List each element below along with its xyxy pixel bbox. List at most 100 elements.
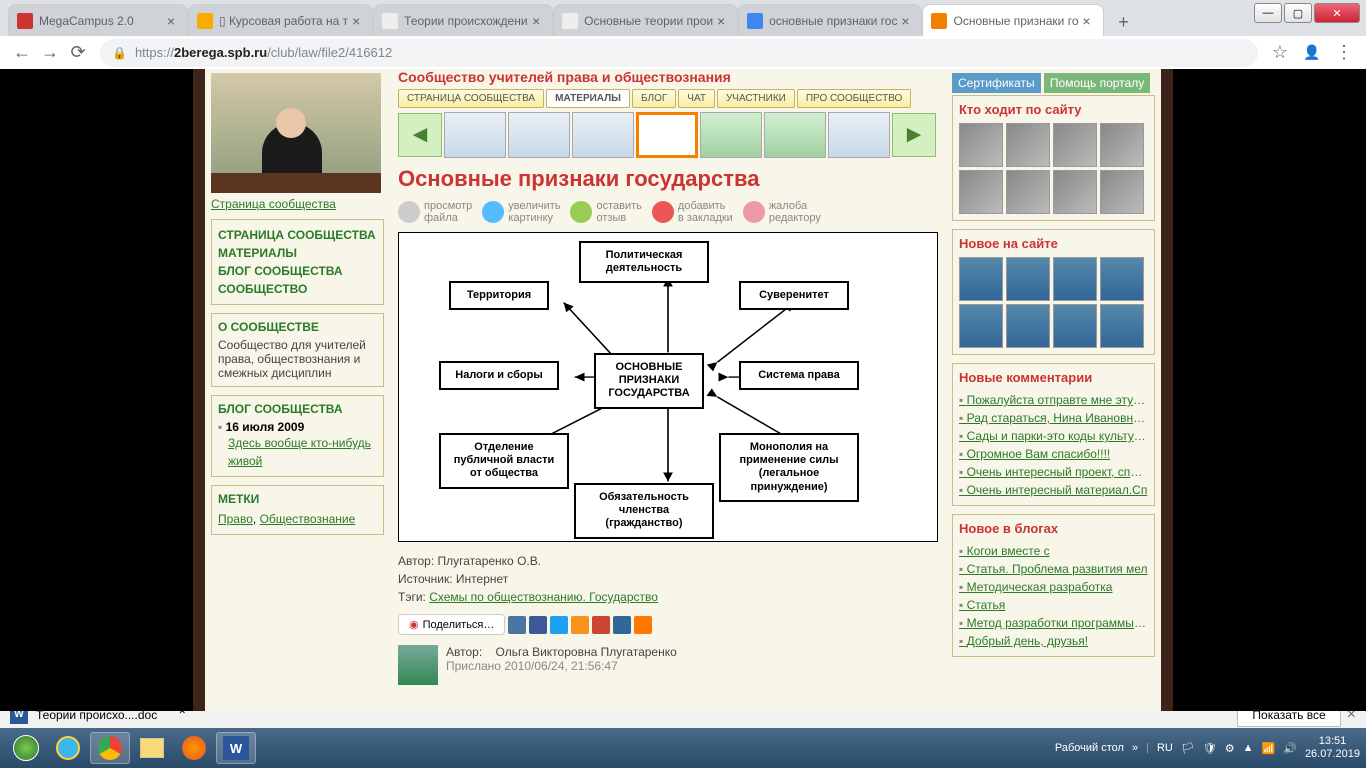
- browser-tab[interactable]: Основные теории прои×: [553, 4, 738, 36]
- file-action[interactable]: оставитьотзыв: [570, 200, 641, 224]
- visitor-avatar[interactable]: [1100, 123, 1144, 167]
- visitor-avatar[interactable]: [1006, 170, 1050, 214]
- new-item-thumb[interactable]: [1100, 304, 1144, 348]
- comment-link[interactable]: Рад стараться, Нина Ивановна! З: [959, 409, 1148, 427]
- volume-icon[interactable]: 🔊: [1283, 742, 1297, 755]
- browser-tab[interactable]: основные признаки гос×: [738, 4, 922, 36]
- certificates-button[interactable]: Сертификаты: [952, 73, 1041, 93]
- carousel-thumb[interactable]: [828, 112, 890, 158]
- reload-button[interactable]: ⟳: [64, 39, 92, 67]
- language-indicator[interactable]: RU: [1157, 742, 1173, 754]
- sidebar-nav-link[interactable]: БЛОГ СООБЩЕСТВА: [218, 262, 377, 280]
- browser-tab[interactable]: Основные признаки го×: [922, 4, 1103, 36]
- blog-link[interactable]: Метод разработки программы ра: [959, 614, 1148, 632]
- carousel-thumb-selected[interactable]: [636, 112, 698, 158]
- social-icon[interactable]: [571, 616, 589, 634]
- new-item-thumb[interactable]: [1006, 304, 1050, 348]
- new-item-thumb[interactable]: [1053, 257, 1097, 301]
- browser-tab[interactable]: ▯ Курсовая работа на т×: [188, 4, 373, 36]
- blog-link[interactable]: Статья. Проблема развития мел: [959, 560, 1148, 578]
- visitor-avatar[interactable]: [959, 170, 1003, 214]
- browser-tab[interactable]: MegaCampus 2.0×: [8, 4, 188, 36]
- taskbar-ie-icon[interactable]: [48, 732, 88, 764]
- start-button[interactable]: [6, 732, 46, 764]
- taskbar-word-icon[interactable]: W: [216, 732, 256, 764]
- social-icon[interactable]: [508, 616, 526, 634]
- tags-link[interactable]: Схемы по обществознанию. Государство: [429, 590, 658, 604]
- desktop-label[interactable]: Рабочий стол: [1055, 742, 1124, 754]
- comment-link[interactable]: Сады и парки-это коды культуры: [959, 427, 1148, 445]
- close-icon[interactable]: ×: [348, 13, 364, 29]
- new-item-thumb[interactable]: [959, 304, 1003, 348]
- star-icon[interactable]: ☆: [1266, 39, 1294, 67]
- file-action[interactable]: жалобаредактору: [743, 200, 821, 224]
- file-action[interactable]: добавитьв закладки: [652, 200, 733, 224]
- minimize-button[interactable]: —: [1254, 3, 1282, 23]
- file-action[interactable]: увеличитькартинку: [482, 200, 560, 224]
- new-item-thumb[interactable]: [1006, 257, 1050, 301]
- content-tab[interactable]: СТРАНИЦА СООБЩЕСТВА: [398, 89, 544, 108]
- tag-link[interactable]: Право: [218, 512, 253, 526]
- content-tab[interactable]: ПРО СООБЩЕСТВО: [797, 89, 911, 108]
- content-tab[interactable]: УЧАСТНИКИ: [717, 89, 795, 108]
- close-button[interactable]: ✕: [1314, 3, 1360, 23]
- tray-icon[interactable]: 🛡: [1203, 742, 1217, 755]
- tray-icon[interactable]: 🏳: [1181, 742, 1195, 755]
- new-tab-button[interactable]: +: [1110, 8, 1138, 36]
- comment-link[interactable]: Очень интересный материал.Сп: [959, 481, 1148, 499]
- comment-link[interactable]: Пожалуйста отправте мне эту кн: [959, 391, 1148, 409]
- comment-link[interactable]: Огромное Вам спасибо!!!!: [959, 445, 1148, 463]
- carousel-thumb[interactable]: [508, 112, 570, 158]
- social-icon[interactable]: [550, 616, 568, 634]
- browser-tab[interactable]: Теории происхождени×: [373, 4, 553, 36]
- close-icon[interactable]: ×: [713, 13, 729, 29]
- blog-link[interactable]: Добрый день, друзья!: [959, 632, 1148, 650]
- back-button[interactable]: ←: [8, 39, 36, 67]
- close-icon[interactable]: ×: [528, 13, 544, 29]
- profile-icon[interactable]: 👤: [1298, 39, 1326, 67]
- clock-time[interactable]: 13:51: [1305, 735, 1360, 748]
- new-item-thumb[interactable]: [1100, 257, 1144, 301]
- sidebar-nav-link[interactable]: СТРАНИЦА СООБЩЕСТВА: [218, 226, 377, 244]
- menu-icon[interactable]: ⋮: [1330, 39, 1358, 67]
- new-item-thumb[interactable]: [1053, 304, 1097, 348]
- community-page-link[interactable]: Страница сообщества: [211, 197, 336, 211]
- sidebar-nav-link[interactable]: МАТЕРИАЛЫ: [218, 244, 377, 262]
- taskbar-chrome-icon[interactable]: [90, 732, 130, 764]
- file-action[interactable]: просмотрфайла: [398, 200, 472, 224]
- content-tab[interactable]: БЛОГ: [632, 89, 676, 108]
- blog-link[interactable]: Когои вместе с: [959, 542, 1148, 560]
- visitor-avatar[interactable]: [1100, 170, 1144, 214]
- social-icon[interactable]: [592, 616, 610, 634]
- maximize-button[interactable]: ▢: [1284, 3, 1312, 23]
- visitor-avatar[interactable]: [1053, 170, 1097, 214]
- visitor-avatar[interactable]: [1006, 123, 1050, 167]
- author-avatar[interactable]: [398, 645, 438, 685]
- visitor-avatar[interactable]: [959, 123, 1003, 167]
- network-icon[interactable]: 📶: [1262, 742, 1276, 755]
- social-icon[interactable]: [613, 616, 631, 634]
- help-button[interactable]: Помощь порталу: [1044, 73, 1150, 93]
- url-input[interactable]: 🔒 https://2berega.spb.ru/club/law/file2/…: [100, 39, 1258, 67]
- blog-link[interactable]: Статья: [959, 596, 1148, 614]
- carousel-thumb[interactable]: [444, 112, 506, 158]
- new-item-thumb[interactable]: [959, 257, 1003, 301]
- taskbar-explorer-icon[interactable]: [132, 732, 172, 764]
- comment-link[interactable]: Очень интересный проект, спаси: [959, 463, 1148, 481]
- content-tab[interactable]: ЧАТ: [678, 89, 715, 108]
- sidebar-nav-link[interactable]: СООБЩЕСТВО: [218, 280, 377, 298]
- close-icon[interactable]: ×: [163, 13, 179, 29]
- share-button[interactable]: ◉Поделиться…: [398, 614, 505, 635]
- carousel-next[interactable]: ►: [892, 113, 936, 157]
- carousel-thumb[interactable]: [764, 112, 826, 158]
- forward-button[interactable]: →: [36, 39, 64, 67]
- tray-icon[interactable]: ⚙: [1225, 742, 1235, 755]
- close-icon[interactable]: ×: [1079, 13, 1095, 29]
- carousel-thumb[interactable]: [572, 112, 634, 158]
- visitor-avatar[interactable]: [1053, 123, 1097, 167]
- blog-link[interactable]: Методическая разработка: [959, 578, 1148, 596]
- carousel-prev[interactable]: ◄: [398, 113, 442, 157]
- carousel-thumb[interactable]: [700, 112, 762, 158]
- close-icon[interactable]: ×: [897, 13, 913, 29]
- tag-link[interactable]: Обществознание: [260, 512, 356, 526]
